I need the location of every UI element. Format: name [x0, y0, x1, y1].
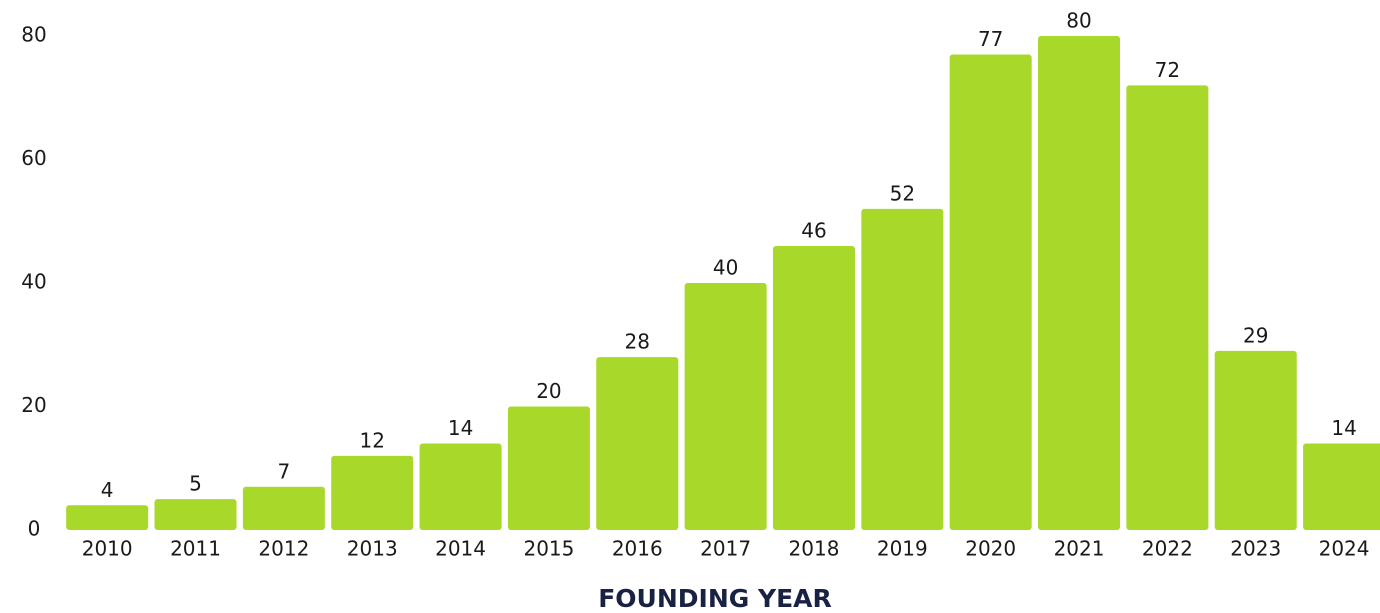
value-label: 7	[278, 459, 291, 483]
x-tick-label: 2018	[789, 537, 840, 561]
x-tick-label: 2024	[1319, 537, 1370, 561]
y-tick-label: 0	[28, 517, 41, 541]
value-label: 12	[359, 428, 384, 452]
value-label: 5	[189, 472, 202, 496]
y-tick-label: 80	[21, 23, 46, 47]
bar	[1038, 36, 1121, 530]
value-label: 14	[448, 416, 473, 440]
x-tick-label: 2011	[170, 537, 221, 561]
value-label: 40	[713, 256, 738, 280]
x-tick-label: 2020	[965, 537, 1016, 561]
x-tick-label: 2015	[523, 537, 574, 561]
x-tick-label: 2014	[435, 537, 486, 561]
x-tick-label: 2021	[1054, 537, 1105, 561]
value-label: 28	[625, 330, 650, 354]
bar	[684, 283, 767, 530]
bar	[861, 208, 944, 530]
bar	[419, 443, 502, 530]
bar	[154, 499, 237, 530]
value-label: 80	[1066, 9, 1091, 33]
value-label: 52	[890, 181, 915, 205]
x-tick-label: 2017	[700, 537, 751, 561]
value-label: 29	[1243, 323, 1268, 347]
value-label: 77	[978, 27, 1003, 51]
bar	[1303, 443, 1380, 530]
x-tick-label: 2013	[347, 537, 398, 561]
bar	[1126, 85, 1209, 531]
bar	[242, 486, 325, 530]
bar	[949, 54, 1032, 531]
bar	[596, 357, 679, 530]
value-label: 4	[101, 478, 114, 502]
bar	[66, 505, 149, 530]
value-label: 20	[536, 379, 561, 403]
value-label: 46	[801, 218, 826, 242]
x-tick-label: 2023	[1230, 537, 1281, 561]
x-tick-label: 2019	[877, 537, 928, 561]
x-axis-label: FOUNDING YEAR	[598, 584, 832, 613]
y-tick-label: 40	[21, 270, 46, 294]
bar	[1214, 350, 1297, 530]
x-tick-label: 2022	[1142, 537, 1193, 561]
y-tick-label: 60	[21, 146, 46, 170]
bar	[507, 406, 590, 530]
bar	[772, 245, 855, 530]
x-tick-label: 2012	[258, 537, 309, 561]
x-tick-label: 2016	[612, 537, 663, 561]
x-tick-label: 2010	[82, 537, 133, 561]
y-tick-label: 20	[21, 393, 46, 417]
value-label: 14	[1331, 416, 1356, 440]
bar	[331, 455, 414, 530]
value-label: 72	[1155, 58, 1180, 82]
